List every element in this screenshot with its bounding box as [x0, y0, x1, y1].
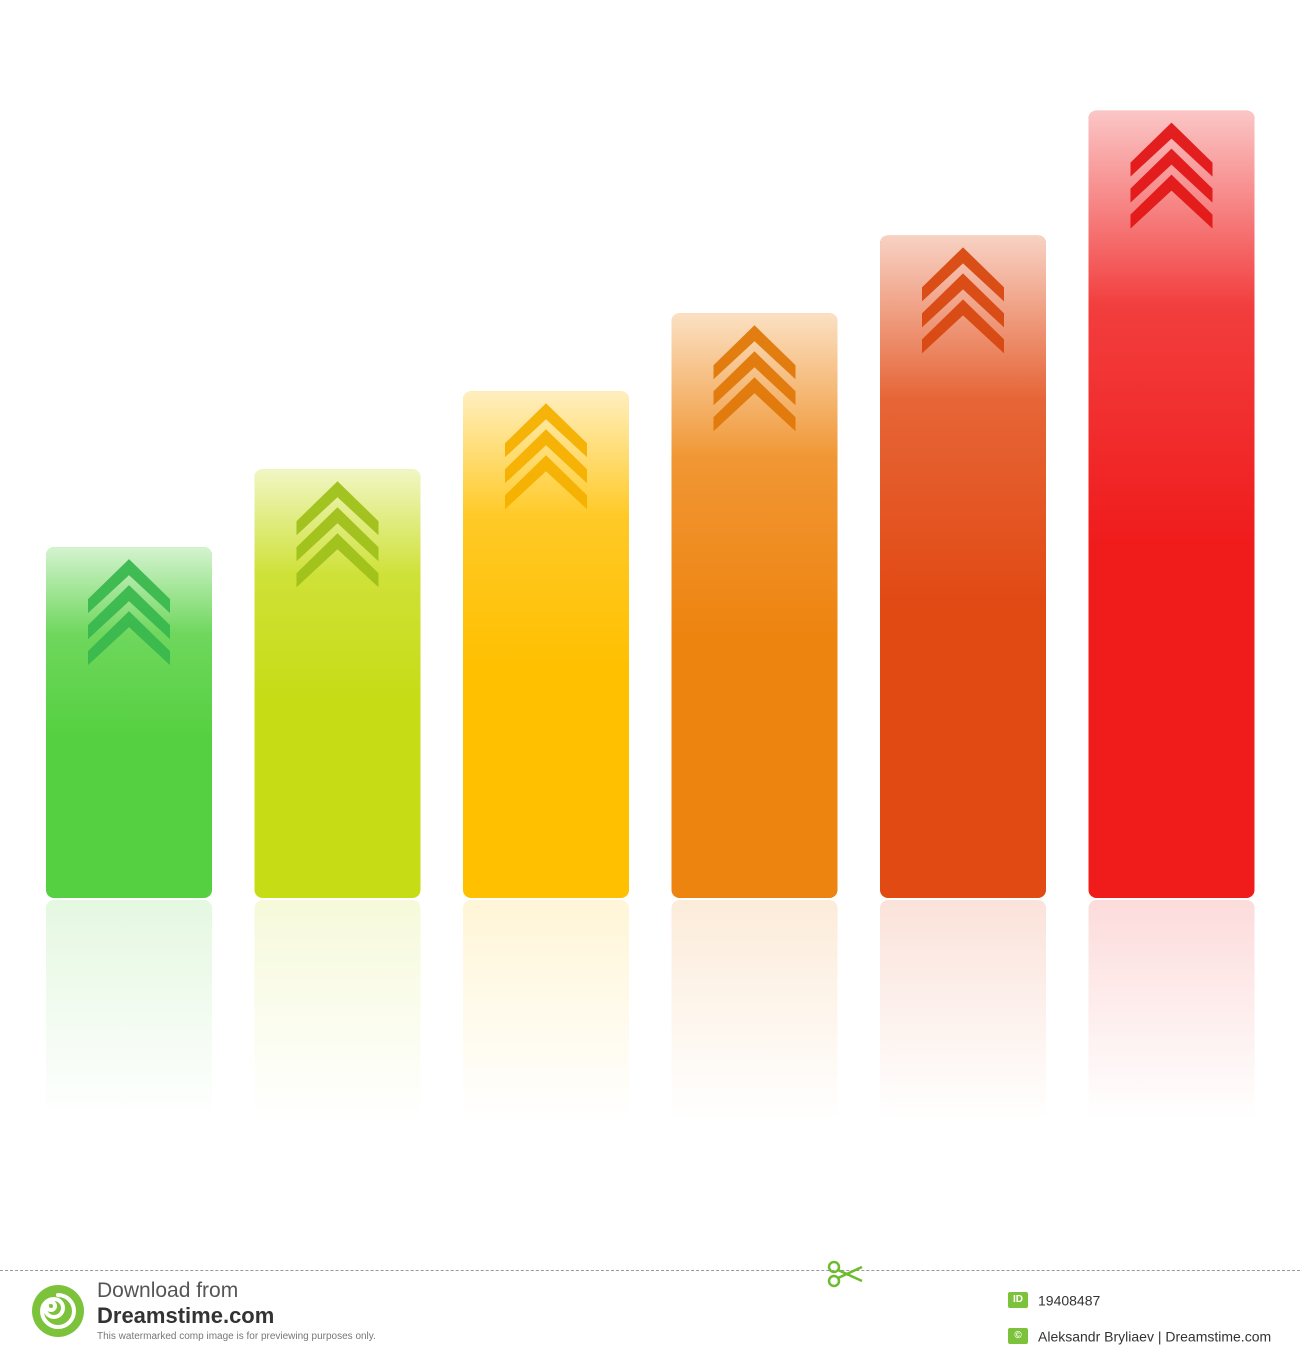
bar-reflection-fade [670, 900, 839, 1120]
bar-5 [879, 235, 1047, 1120]
chevron-up-icon [922, 247, 1004, 354]
id-value: 19408487 [1038, 1292, 1101, 1309]
download-line2: Dreamstime.com [97, 1303, 275, 1328]
copyright-badge: © [1008, 1328, 1028, 1345]
bar-gloss [463, 391, 629, 670]
bar-gloss [1088, 110, 1255, 544]
bar-gloss [254, 469, 421, 706]
preview-note: This watermarked comp image is for previ… [97, 1331, 376, 1342]
download-line1: Download from [97, 1279, 239, 1302]
bar-chart [45, 110, 1256, 1120]
bar-reflection-fade [462, 900, 630, 1120]
bar-reflection-fade [45, 900, 213, 1120]
bar-gloss [46, 547, 212, 741]
bar-3 [462, 391, 630, 1120]
image-id: ID 19408487 [1008, 1291, 1101, 1309]
bar-2 [253, 469, 422, 1120]
scissors-icon [827, 1260, 863, 1288]
chevron-up-icon [296, 481, 379, 588]
credit-text: Aleksandr Bryliaev | Dreamstime.com [1038, 1328, 1272, 1345]
chevron-up-icon [505, 403, 587, 510]
chevron-up-icon [713, 325, 796, 432]
bar-4 [670, 313, 839, 1120]
chevron-up-icon [1130, 122, 1213, 229]
download-text: Download from Dreamstime.com This waterm… [97, 1279, 376, 1342]
bar-gloss [671, 313, 838, 635]
watermark-footer: Download from Dreamstime.com This waterm… [0, 1260, 1300, 1361]
credit: © Aleksandr Bryliaev | Dreamstime.com [1008, 1327, 1272, 1345]
dreamstime-spiral-icon [32, 1285, 84, 1337]
bar-6 [1087, 110, 1256, 1120]
bar-reflection-fade [879, 900, 1047, 1120]
id-badge: ID [1008, 1292, 1028, 1309]
bars [45, 110, 1256, 1120]
bar-reflection-fade [1087, 900, 1256, 1120]
chevron-up-icon [88, 559, 170, 666]
bar-1 [45, 547, 213, 1120]
bar-reflection-fade [253, 900, 422, 1120]
bar-gloss [880, 235, 1046, 600]
